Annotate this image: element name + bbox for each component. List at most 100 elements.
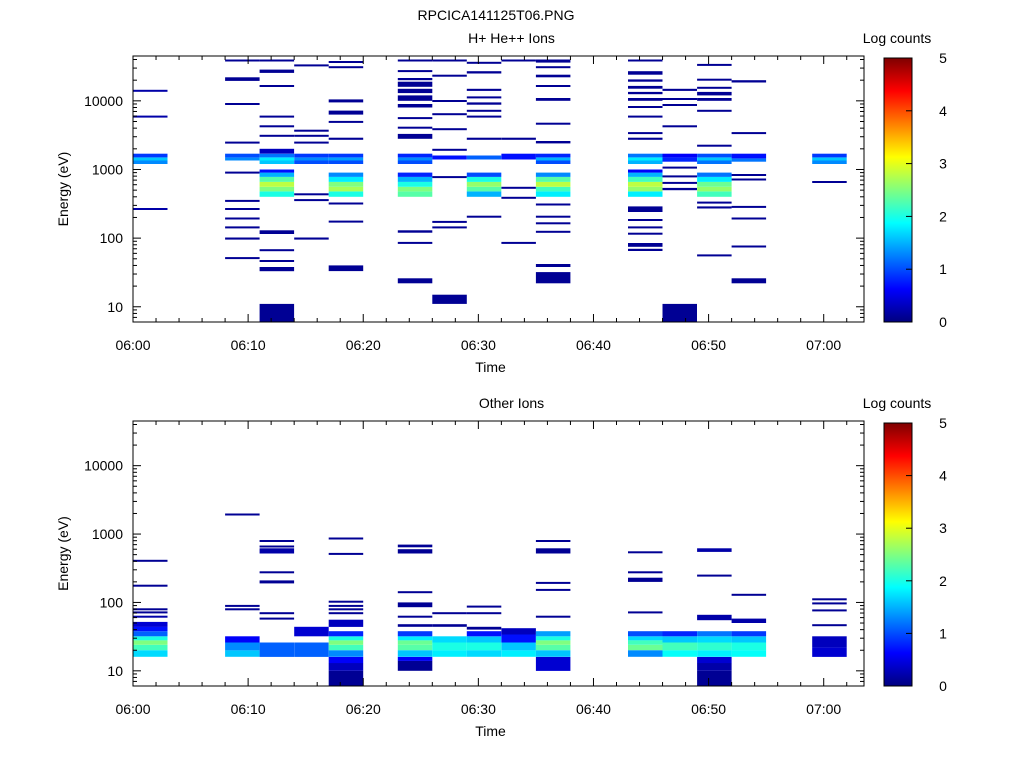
panel-1: H+ He++ Ions 06:00 06:10 06:20 06:30 06:40 06:… [55, 30, 947, 375]
heatmap-cell [628, 243, 663, 245]
heatmap-cell [662, 303, 697, 322]
heatmap-cell [731, 178, 767, 181]
heatmap-cell [328, 663, 364, 671]
heatmap-cell [328, 265, 364, 272]
heatmap-cell [535, 631, 571, 637]
heatmap-cell [466, 137, 502, 140]
heatmap-cell [628, 636, 663, 641]
heatmap-cell [397, 644, 433, 651]
heatmap-cell [466, 115, 502, 118]
heatmap-cell [397, 602, 433, 608]
heatmap-cell [397, 181, 433, 187]
heatmap-cell [697, 176, 732, 182]
heatmap-cell [225, 650, 260, 657]
heatmap-cell [259, 191, 295, 197]
heatmap-cell [466, 626, 502, 630]
heatmap-cell [328, 612, 364, 615]
heatmap-cell [133, 115, 168, 118]
heatmap-cell [628, 226, 663, 229]
heatmap-cell [397, 191, 433, 197]
heatmap-cell [628, 248, 663, 251]
heatmap-cell [535, 222, 571, 225]
heatmap-cell [535, 636, 571, 641]
heatmap-cell [397, 88, 433, 94]
heatmap-cell [397, 126, 433, 129]
heatmap-cell [662, 104, 697, 106]
heatmap-cell [628, 157, 663, 161]
heatmap-cell [628, 644, 663, 651]
heatmap-cell [662, 636, 697, 643]
heatmap-cell [628, 191, 663, 197]
heatmap-cell [535, 98, 571, 101]
y-axis-label: Energy (eV) [55, 516, 71, 591]
heatmap-cell [294, 237, 329, 240]
heatmap-cell [535, 230, 571, 233]
heatmap-cell [662, 642, 697, 651]
heatmap-cell [628, 232, 663, 235]
colorbar-tick-label: 1 [939, 625, 947, 641]
heatmap-cell [662, 125, 697, 128]
heatmap-cell [259, 548, 295, 554]
heatmap-cell [133, 644, 168, 651]
heatmap-cell [225, 199, 260, 202]
heatmap-cell [328, 650, 364, 657]
heatmap-cell [535, 85, 571, 87]
heatmap-cell [731, 132, 767, 135]
x-tick-label: 06:10 [231, 701, 266, 717]
colorbar-tick-label: 3 [939, 520, 947, 536]
heatmap-cell [466, 96, 502, 99]
x-tick-label: 06:00 [115, 337, 150, 353]
heatmap-cell [225, 208, 260, 210]
colorbar-tick-label: 4 [939, 103, 947, 119]
plot-frame [132, 420, 865, 687]
heatmap-cell [328, 608, 364, 611]
heatmap-cell [731, 618, 767, 623]
x-tick-label: 06:50 [691, 337, 726, 353]
colorbar-tick-label: 0 [939, 678, 947, 694]
heatmap-cell [628, 244, 663, 247]
heatmap-cell [432, 74, 467, 77]
heatmap-cell [628, 650, 663, 657]
heatmap-cell [259, 153, 295, 158]
heatmap-cell [662, 166, 697, 169]
heatmap-cell [697, 631, 732, 637]
x-axis-label: Time [475, 723, 506, 739]
heatmap-cell [731, 642, 767, 651]
y-tick-label: 1000 [92, 161, 123, 177]
heatmap-cell [432, 113, 467, 116]
heatmap-cell [535, 59, 571, 63]
heatmap-cell [328, 220, 364, 223]
heatmap-cell [628, 181, 663, 187]
heatmap-cell [662, 181, 697, 184]
x-tick-label: 06:20 [346, 337, 381, 353]
heatmap-cell [731, 158, 767, 162]
x-tick-label: 06:20 [346, 701, 381, 717]
heatmap-cell [731, 631, 767, 637]
heatmap-cell [397, 186, 433, 192]
heatmap-cell [501, 642, 536, 651]
heatmap-cell [662, 157, 697, 162]
heatmap-cell [697, 98, 732, 101]
heatmap-cell [697, 78, 732, 81]
heatmap-cell [535, 141, 571, 144]
heatmap-cell [628, 85, 663, 89]
heatmap-cell [466, 109, 502, 112]
heatmap-cell [731, 205, 767, 208]
heatmap-cell [628, 98, 663, 101]
heatmap-cell [535, 157, 571, 161]
y-tick-label: 100 [100, 594, 124, 610]
heatmap-cell [432, 294, 467, 304]
heatmap-cell [501, 650, 536, 657]
heatmap-cell [731, 636, 767, 643]
y-tick-label: 10 [107, 299, 123, 315]
heatmap-cell [397, 70, 433, 73]
heatmap-cell [294, 193, 329, 196]
heatmap-cell [662, 187, 697, 191]
heatmap-cell [328, 66, 364, 69]
heatmap-cell [535, 640, 571, 645]
heatmap-cell [628, 176, 663, 182]
heatmap-cell [259, 160, 295, 164]
heatmap-cell [397, 133, 433, 139]
heatmap-cell [133, 636, 168, 641]
heatmap-cell [397, 549, 433, 554]
